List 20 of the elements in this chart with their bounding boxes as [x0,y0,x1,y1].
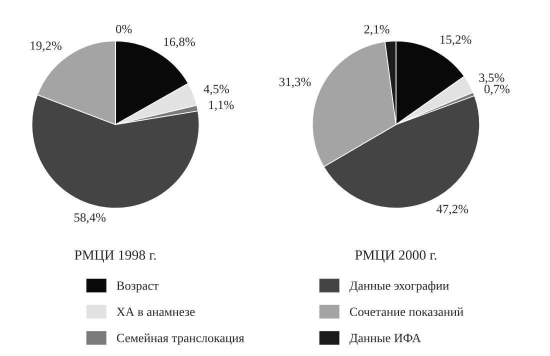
legend-label: Семейная транслокация [116,334,244,345]
data-label: 3,5% [479,74,504,84]
data-label: 19,2% [30,41,62,52]
data-label: 47,2% [436,204,468,216]
text: РМЦИ 2000 г. [355,250,436,263]
data-label: 4,5% [204,84,230,96]
data-label: 58,4% [74,213,106,224]
data-label: 16,8% [164,38,195,48]
data-label: 2,1% [364,25,390,36]
legend-label: Сочетание показаний [350,307,464,316]
legend-label: Данные ИФА [349,334,421,345]
text: 0% [116,24,132,34]
text: РМЦИ 1998 г. [74,250,156,263]
data-label: 0,7% [484,84,510,96]
data-label: 15,2% [440,35,472,46]
legend-label: ХА в анамнезе [116,308,195,316]
legend-label: Возраст [116,282,159,292]
data-label: 31,3% [279,78,311,88]
legend-label: Данные эхографии [349,281,449,292]
data-label: 1,1% [209,100,234,111]
